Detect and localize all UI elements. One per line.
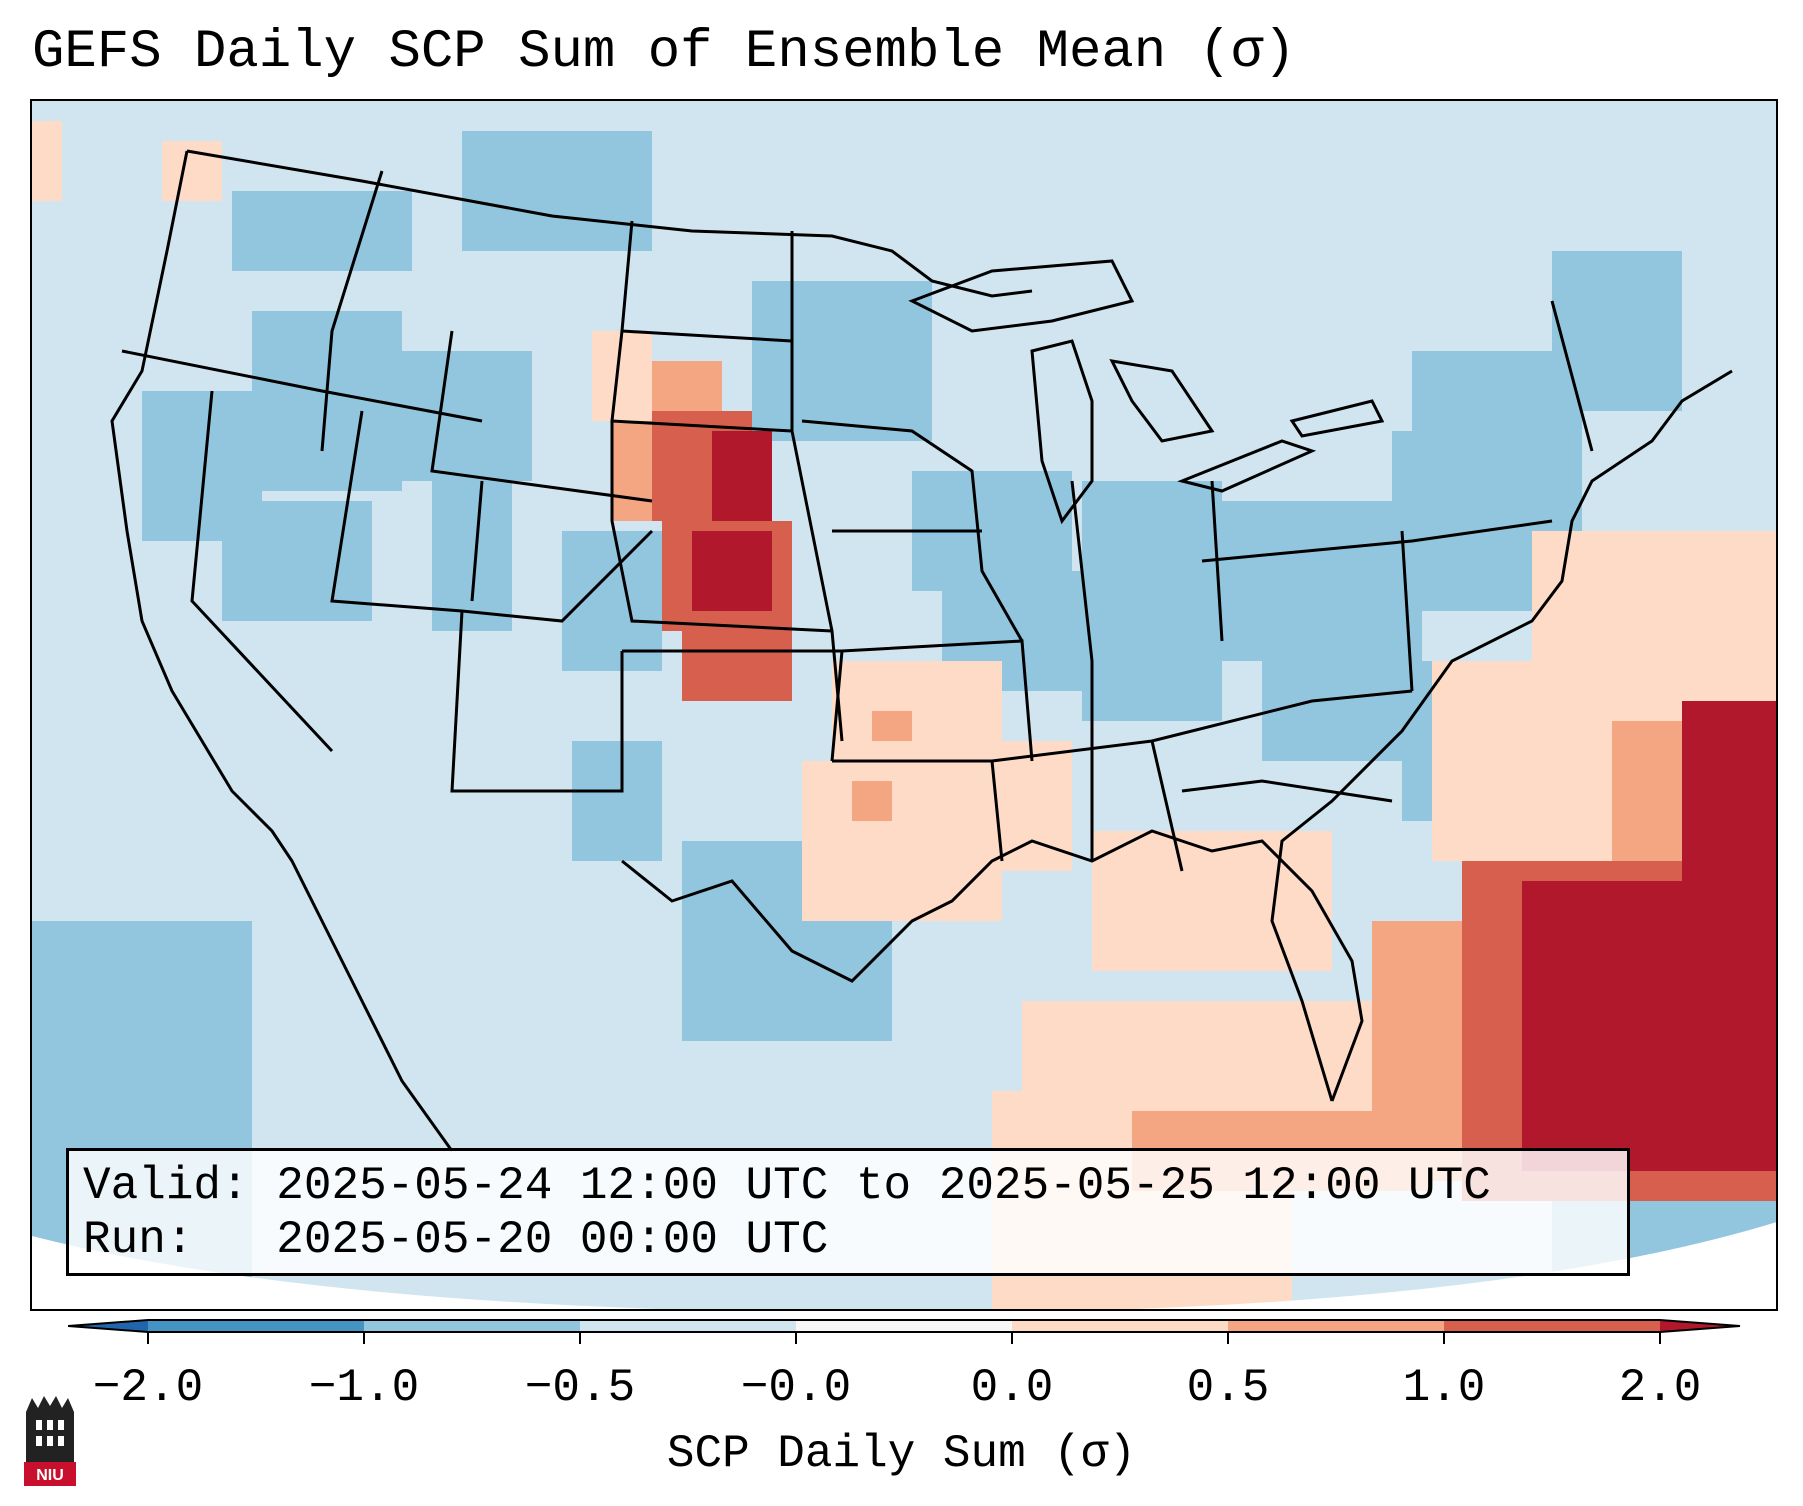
colorbar-extend-high [1660,1320,1740,1332]
colorbar-extend-low [68,1320,148,1332]
state-line [1201,519,1553,563]
great-lakes [908,259,1385,525]
anomaly-cell [852,781,892,821]
anomaly-cell [462,131,652,251]
map-panel[interactable] [30,99,1778,1311]
west-coastline [110,150,454,1152]
colorbar-segment [580,1320,796,1332]
logo-banner [24,1462,76,1486]
state-line [121,349,483,423]
state-line [450,610,624,793]
anomaly-cell [802,761,1002,921]
niu-logo: NIU [24,1396,76,1486]
anomaly-cell [682,621,792,701]
colorbar-tick-label: −0.0 [740,1362,852,1414]
colorbar-segment [796,1320,1012,1332]
state-line [1150,740,1184,872]
lake-ontario [1289,399,1385,438]
lake-superior [908,259,1135,333]
anomaly-cell [572,741,662,861]
state-line [1181,779,1393,803]
valid-time-box: Valid: 2025-05-24 12:00 UTC to 2025-05-2… [66,1148,1630,1276]
northern-border [186,149,1033,298]
state-line [190,390,334,753]
map-canvas [32,101,1776,1309]
run-label: Run: [83,1214,194,1266]
plot-title: GEFS Daily SCP Sum of Ensemble Mean (σ) [32,22,1296,83]
colorbar-tick-label: 0.5 [1186,1362,1270,1414]
logo-text: NIU [36,1467,64,1484]
colorbar-segment [364,1320,580,1332]
valid-value: 2025-05-24 12:00 UTC to 2025-05-25 12:00… [276,1160,1491,1212]
state-line [801,419,1024,642]
lake-michigan [1030,339,1094,525]
colorbar-segment [148,1320,364,1332]
anomaly-cell [1202,501,1422,661]
anomaly-cell [752,281,932,441]
logo-windows [36,1420,64,1446]
state-line [1070,480,1094,662]
state-line [430,330,653,503]
colorbar-segment [1012,1320,1228,1332]
colorbar-ticks [147,1332,1661,1344]
anomaly-cell [1522,881,1776,1171]
lake-huron [1109,359,1215,443]
colorbar-tick-label: −1.0 [308,1362,420,1414]
state-line [990,760,1004,862]
anomaly-cell [562,531,662,671]
anomaly-cell [162,141,222,201]
state-line [610,421,833,633]
colorbar-label: SCP Daily Sum (σ) [666,1428,1137,1480]
east-coastline [1270,369,1733,1102]
anomaly-cell [832,661,1002,771]
anomaly-cell [592,331,652,421]
valid-row: Valid: 2025-05-24 12:00 UTC to 2025-05-2… [83,1159,1613,1213]
colorbar [68,1319,1741,1344]
state-line [1400,530,1414,692]
state-line [1550,300,1594,452]
anomaly-cell [1552,251,1682,411]
state-boundaries [110,149,1733,1152]
anomaly-cell [1082,481,1222,721]
colorbar-tick-label: 2.0 [1618,1362,1702,1414]
colorbar-segment [1444,1320,1660,1332]
anomaly-cell [432,451,512,631]
run-row: Run: 2025-05-20 00:00 UTC [83,1213,1613,1267]
anomaly-cell [1092,831,1332,971]
run-value: 2025-05-20 00:00 UTC [276,1214,829,1266]
anomaly-cell [872,711,912,741]
valid-label: Valid: [83,1160,249,1212]
colorbar-tick-label: 0.0 [970,1362,1054,1414]
anomaly-cell [1682,701,1776,901]
colorbar-segment [1228,1320,1444,1332]
state-line [790,231,844,742]
gulf-coastline [621,829,1364,1102]
state-line [470,480,484,602]
colorbar-tick-label: 1.0 [1402,1362,1486,1414]
colorbar-tick-label: −2.0 [92,1362,204,1414]
anomaly-cell [692,531,772,611]
positive-anomaly-max [692,431,1776,1171]
anomaly-cell [712,431,772,521]
anomaly-cell [32,121,62,201]
lake-erie [1177,439,1317,493]
state-line [320,170,384,452]
colorbar-tick-label: −0.5 [524,1362,636,1414]
projection-edge-mask [32,1222,1776,1309]
anomaly-cell [232,191,412,271]
